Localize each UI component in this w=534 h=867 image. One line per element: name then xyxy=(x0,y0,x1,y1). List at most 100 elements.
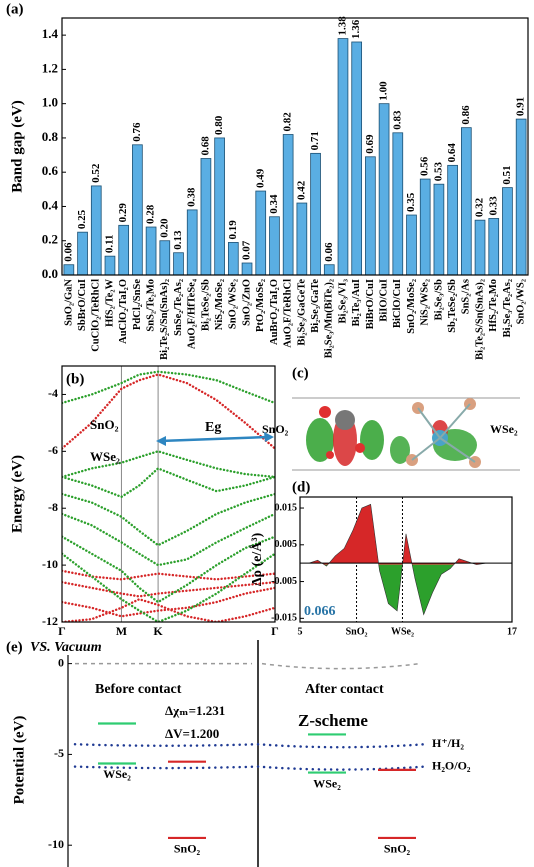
redox-level xyxy=(73,765,427,771)
y-axis-title: Energy (eV) xyxy=(9,455,25,533)
eg-arrowhead xyxy=(156,436,166,446)
value-label: 0.68 xyxy=(199,136,211,156)
bar xyxy=(515,118,527,276)
band-line xyxy=(62,597,275,622)
x-tick-label: SnO₂/WS₂ xyxy=(516,279,527,324)
bar xyxy=(392,132,404,276)
bar xyxy=(269,216,280,276)
y-tick-label: 0.2 xyxy=(42,232,58,247)
x-tick-label: Bi₂Te₂S/Sn(SnAs)₂ xyxy=(474,279,485,360)
value-label: 1.36 xyxy=(350,19,362,39)
bar xyxy=(474,219,486,276)
bar xyxy=(173,252,184,276)
value-label: 0.83 xyxy=(391,110,403,130)
value-label: 0.07 xyxy=(241,240,253,260)
panel-label: (a) xyxy=(6,1,24,17)
x-tick-label: NiS₂/MoSe₂ xyxy=(214,279,225,330)
x-tick-label: AuO₂F/TeRhCl xyxy=(283,279,294,348)
y-tick-label: 0.8 xyxy=(42,129,59,144)
plot-frame xyxy=(61,365,276,623)
level-label: WSe₂ xyxy=(313,776,341,790)
x-tick-label: AuO₂F/HfTeSe₄ xyxy=(187,278,198,349)
bar xyxy=(378,103,390,276)
bar xyxy=(351,41,363,276)
bar xyxy=(460,127,472,276)
y-axis-title: Band gap (eV) xyxy=(9,100,25,193)
bar xyxy=(282,134,294,276)
x-tick-label: PtO₂/MoSe₂ xyxy=(255,279,266,332)
value-label: 0.06 xyxy=(323,242,335,262)
y-axis-title: Potential (eV) xyxy=(11,716,27,805)
bar xyxy=(447,164,458,276)
bar xyxy=(241,262,253,276)
bar xyxy=(296,202,308,276)
plot-frame xyxy=(61,17,529,276)
x-tick-label: Bi₂Se₃/Te₂As₂ xyxy=(502,279,513,337)
y-tick-label: -6 xyxy=(48,443,58,457)
series-label: SnO₂ xyxy=(90,417,119,432)
group-title: After contact xyxy=(305,682,384,697)
redox-label: H₂O/O₂ xyxy=(432,758,471,772)
x-tick-label: SnSe₂/Te₂As₂ xyxy=(173,279,184,336)
bar xyxy=(200,158,212,276)
level-label: WSe₂ xyxy=(103,767,131,781)
value-label: 0.53 xyxy=(432,161,444,181)
y-tick-label: 1.4 xyxy=(42,26,59,41)
value-label: 0.38 xyxy=(186,187,198,207)
annotation: 0.066 xyxy=(304,604,336,619)
y-tick-label: -10 xyxy=(48,837,64,851)
value-label: 0.28 xyxy=(145,204,157,224)
band-line xyxy=(62,552,275,622)
value-label: 0.11 xyxy=(104,234,116,253)
bar xyxy=(502,187,513,276)
value-label: 0.71 xyxy=(309,131,321,150)
value-label: 0.29 xyxy=(117,203,129,223)
y-tick-label: 0 xyxy=(58,655,64,669)
value-label: 0.80 xyxy=(213,115,225,135)
plot-frame xyxy=(299,496,513,623)
value-label: 1.38 xyxy=(337,16,349,36)
x-tick-label: AuClO₂/TaI₂O xyxy=(118,279,129,344)
bar xyxy=(104,255,116,276)
value-label: 0.56 xyxy=(419,156,431,176)
vacuum-level xyxy=(261,662,421,670)
x-tick-label: M xyxy=(116,624,127,638)
y-tick-label: -0.015 xyxy=(271,613,297,624)
redox-level xyxy=(73,742,427,749)
x-tick-label: Bi₂TeSe₂/Sb xyxy=(200,279,211,331)
level-label: SnO₂ xyxy=(384,842,411,856)
value-label: 0.64 xyxy=(446,143,458,163)
value-label: 0.86 xyxy=(460,105,472,125)
band-line xyxy=(62,492,275,547)
x-tick-label: BiClO/CuI xyxy=(392,279,403,328)
value-label: 0.49 xyxy=(254,168,266,188)
bar xyxy=(310,152,321,276)
bar xyxy=(337,38,349,276)
x-tick-label: Γ xyxy=(58,624,66,638)
band-line xyxy=(62,467,275,499)
band-line xyxy=(62,535,275,604)
band-line xyxy=(62,586,275,618)
x-tick-label: HfS₂/Te₂Mo xyxy=(488,279,499,332)
bar xyxy=(488,218,500,276)
x-tick-label: Bi₂Se₃/GaTe xyxy=(310,279,321,333)
x-tick-label: CuClO₂/TeRhCl xyxy=(91,279,102,352)
value-label: 1.00 xyxy=(378,81,390,101)
value-label: 0.51 xyxy=(501,165,513,184)
panel-label: (d) xyxy=(292,479,310,495)
x-tick-label: Γ xyxy=(271,624,279,638)
x-tick-label: NiS₂/WSe₂ xyxy=(420,279,431,326)
panel-label: (e) xyxy=(6,639,23,655)
x-tick-label: HfS₂/Te₂W xyxy=(104,279,115,327)
bar xyxy=(118,224,130,276)
y-tick-label: -12 xyxy=(42,614,58,628)
value-label: 0.33 xyxy=(487,196,499,216)
value-label: 0.20 xyxy=(158,218,170,238)
panel-label: (b) xyxy=(66,371,84,387)
x-tick-label: SnO₂ xyxy=(346,626,368,637)
x-tick-label: Bi₂Se₃/GaGeTe xyxy=(296,279,307,346)
value-label: 0.25 xyxy=(76,209,88,229)
y-tick-label: 0.6 xyxy=(42,163,59,178)
y-axis-title: Δρ (e/Å³) xyxy=(249,532,265,586)
